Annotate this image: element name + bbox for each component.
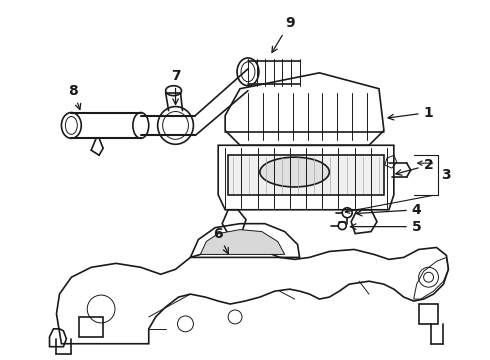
Text: 4: 4 bbox=[356, 203, 421, 217]
Text: 1: 1 bbox=[388, 105, 434, 120]
Polygon shape bbox=[200, 230, 285, 255]
Text: 9: 9 bbox=[272, 16, 294, 53]
Text: 3: 3 bbox=[441, 168, 451, 182]
Polygon shape bbox=[228, 155, 384, 195]
Text: 5: 5 bbox=[350, 220, 421, 234]
Text: 7: 7 bbox=[171, 69, 180, 104]
Text: 2: 2 bbox=[396, 158, 434, 175]
Text: 8: 8 bbox=[69, 84, 81, 109]
Text: 6: 6 bbox=[214, 226, 228, 254]
Ellipse shape bbox=[260, 157, 329, 187]
